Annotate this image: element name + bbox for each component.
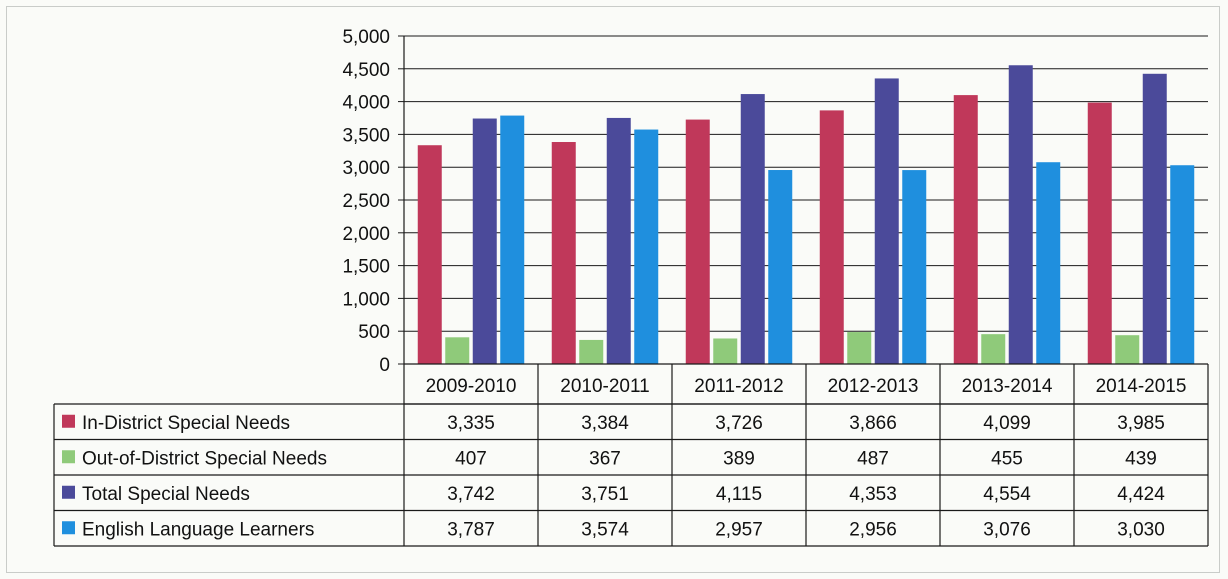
- category-label: 2014-2015: [1096, 376, 1187, 397]
- bar: [1087, 102, 1112, 365]
- legend-swatch: [62, 521, 75, 535]
- y-tick-label: 4,500: [342, 60, 390, 81]
- data-table-cell: 367: [589, 448, 621, 469]
- data-table-cell: 2,957: [715, 519, 763, 540]
- data-table-cell: 4,353: [849, 484, 897, 505]
- data-table-cell: 3,030: [1117, 519, 1165, 540]
- bar: [472, 118, 497, 364]
- bar: [634, 129, 659, 364]
- bar: [740, 94, 765, 364]
- data-table-cell: 407: [455, 448, 487, 469]
- y-tick-label: 5,000: [342, 27, 390, 48]
- bar: [902, 170, 927, 364]
- data-table-cell: 389: [723, 448, 755, 469]
- data-table-cell: 4,424: [1117, 484, 1165, 505]
- data-table-cell: 3,985: [1117, 413, 1165, 434]
- legend-swatch: [62, 414, 75, 428]
- category-label: 2012-2013: [828, 376, 919, 397]
- legend-label: English Language Learners: [82, 519, 314, 540]
- bar: [500, 115, 525, 364]
- y-tick-label: 1,000: [342, 289, 390, 310]
- bar: [1115, 335, 1140, 364]
- bar: [445, 337, 470, 364]
- data-table-cell: 3,726: [715, 413, 763, 434]
- data-table-cell: 3,866: [849, 413, 897, 434]
- bar: [1142, 73, 1167, 365]
- bar: [953, 95, 978, 365]
- category-label: 2013-2014: [962, 376, 1053, 397]
- data-table-cell: 3,076: [983, 519, 1031, 540]
- bar: [551, 142, 576, 364]
- data-table-cell: 4,554: [983, 484, 1031, 505]
- y-tick-label: 500: [358, 322, 390, 343]
- y-tick-label: 4,000: [342, 93, 390, 114]
- data-table-cell: 4,099: [983, 413, 1031, 434]
- data-table-cell: 487: [857, 448, 889, 469]
- y-tick-label: 3,500: [342, 125, 390, 146]
- bar: [685, 119, 710, 364]
- y-tick-label: 2,500: [342, 191, 390, 212]
- data-table-cell: 3,742: [447, 484, 495, 505]
- data-table-cell: 3,574: [581, 519, 629, 540]
- y-tick-label: 1,500: [342, 257, 390, 278]
- bar: [579, 339, 604, 364]
- y-tick-label: 3,000: [342, 158, 390, 179]
- y-tick-label: 0: [379, 355, 390, 376]
- bar: [768, 170, 793, 364]
- bar: [1170, 165, 1195, 364]
- data-table-cell: 455: [991, 448, 1023, 469]
- legend-swatch: [62, 450, 75, 464]
- legend-label: Total Special Needs: [82, 484, 250, 505]
- bar: [713, 338, 738, 364]
- data-table-cell: 4,115: [716, 484, 762, 505]
- legend-swatch: [62, 485, 75, 499]
- bar: [847, 332, 872, 364]
- data-table-cell: 3,335: [447, 413, 495, 434]
- chart-frame: [6, 6, 1220, 573]
- y-tick-label: 2,000: [342, 224, 390, 245]
- bar: [874, 78, 899, 364]
- bar: [1036, 162, 1061, 364]
- bar: [1008, 65, 1033, 364]
- data-table-cell: 3,787: [447, 519, 495, 540]
- data-table-cell: 2,956: [849, 519, 897, 540]
- bar: [819, 110, 844, 364]
- bar: [981, 334, 1006, 364]
- legend-label: In-District Special Needs: [82, 413, 290, 434]
- bar: [417, 145, 442, 364]
- data-table-cell: 439: [1125, 448, 1157, 469]
- legend-label: Out-of-District Special Needs: [82, 448, 327, 469]
- category-label: 2010-2011: [560, 376, 649, 397]
- data-table-cell: 3,384: [581, 413, 629, 434]
- category-label: 2011-2012: [694, 376, 783, 397]
- category-label: 2009-2010: [426, 376, 517, 397]
- bar: [606, 117, 631, 364]
- data-table-cell: 3,751: [581, 484, 629, 505]
